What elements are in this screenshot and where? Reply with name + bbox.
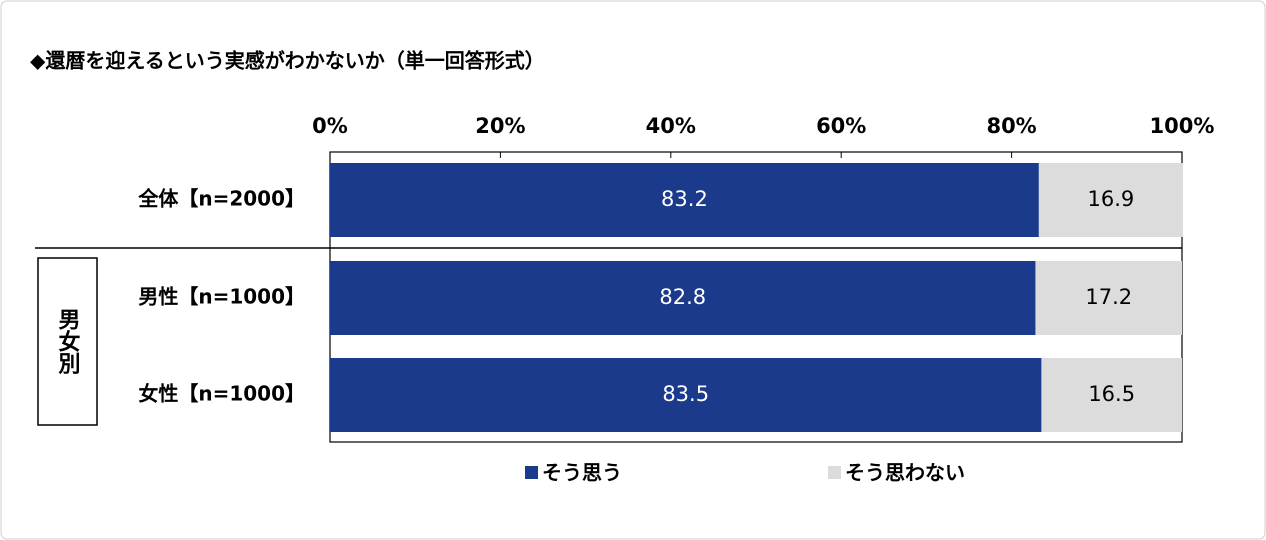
bar-segment bbox=[1038, 163, 1183, 237]
bar-segment bbox=[330, 358, 1042, 432]
value-label: 83.5 bbox=[662, 382, 709, 406]
chart-title: ◆還暦を迎えるという実感がわかないか（単一回答形式） bbox=[30, 49, 545, 73]
value-label: 83.2 bbox=[661, 187, 708, 211]
bar-segment bbox=[330, 163, 1039, 237]
y-tick-label: 全体【n=2000】 bbox=[137, 187, 305, 211]
value-label: 17.2 bbox=[1085, 285, 1132, 309]
legend-swatch bbox=[828, 466, 841, 479]
x-tick-label: 100% bbox=[1150, 114, 1215, 138]
x-tick-label: 80% bbox=[986, 114, 1036, 138]
value-label: 16.9 bbox=[1087, 187, 1134, 211]
value-label: 82.8 bbox=[659, 285, 706, 309]
y-tick-label: 男性【n=1000】 bbox=[138, 285, 305, 309]
group-box bbox=[37, 257, 98, 426]
bar-segment bbox=[330, 261, 1036, 335]
bar-segment bbox=[1041, 358, 1182, 432]
legend-label: そう思う bbox=[542, 461, 622, 485]
x-tick-label: 0% bbox=[312, 114, 348, 138]
bar-segment bbox=[1035, 261, 1182, 335]
x-tick-label: 60% bbox=[816, 114, 866, 138]
legend-label: そう思わない bbox=[845, 461, 965, 485]
y-tick-label: 女性【n=1000】 bbox=[138, 382, 305, 406]
x-tick-label: 20% bbox=[475, 114, 525, 138]
x-tick-label: 40% bbox=[646, 114, 696, 138]
group-label: 男女別 bbox=[55, 308, 81, 375]
legend-swatch bbox=[525, 466, 538, 479]
value-label: 16.5 bbox=[1088, 382, 1135, 406]
